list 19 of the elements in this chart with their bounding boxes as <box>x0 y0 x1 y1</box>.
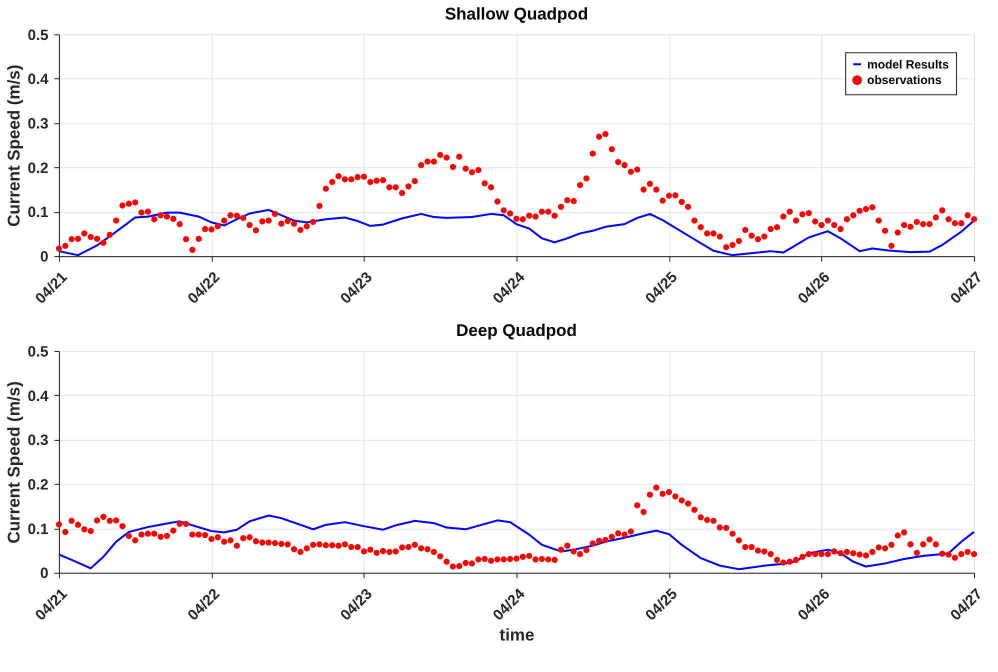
y-tick-label: 0.4 <box>28 388 50 405</box>
x-axis-title: time <box>500 625 534 644</box>
chart-title: Deep Quadpod <box>456 320 577 340</box>
y-axis-title: Current Speed (m/s) <box>4 381 24 544</box>
y-axis-title: Current Speed (m/s) <box>4 64 24 227</box>
y-tick-label: 0.5 <box>28 26 48 44</box>
y-tick-label: 0.3 <box>28 432 48 450</box>
y-tick-label: 0.1 <box>28 520 48 538</box>
y-tick-label: 0.2 <box>28 160 48 177</box>
y-tick-label: 0 <box>40 248 48 266</box>
y-tick-label: 0.5 <box>28 343 48 360</box>
y-tick-label: 0.4 <box>28 71 50 88</box>
legend-label: observations <box>867 73 942 88</box>
y-tick-label: 0.1 <box>28 204 48 222</box>
y-tick-label: 0.2 <box>28 476 48 494</box>
y-tick-label: 0.3 <box>28 115 48 132</box>
y-tick-label: 0 <box>40 565 48 582</box>
chart-title: Shallow Quadpod <box>444 4 588 24</box>
legend-label: model Results <box>867 57 950 72</box>
